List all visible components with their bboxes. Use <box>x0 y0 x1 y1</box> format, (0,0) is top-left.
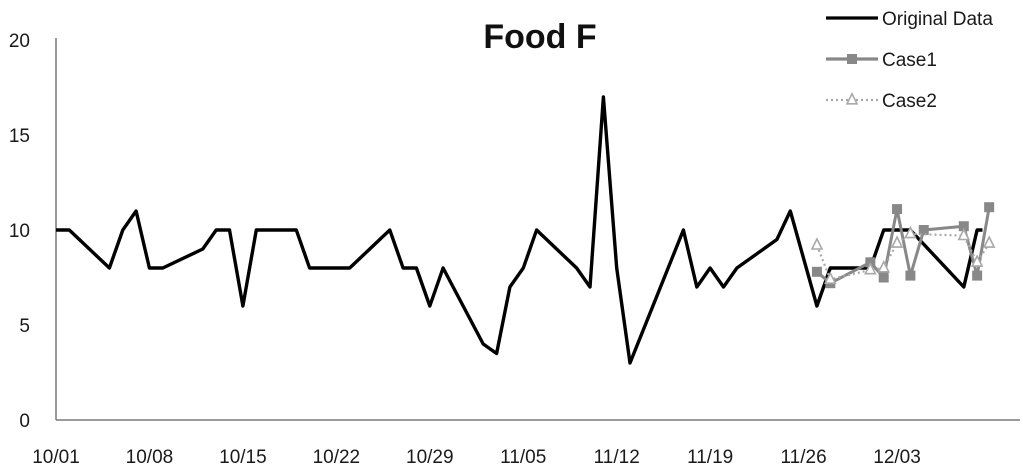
data-point <box>904 225 917 239</box>
x-tick-label: 10/29 <box>406 447 454 468</box>
data-point <box>970 254 984 267</box>
x-tick-labels: 10/01 10/08 10/15 10/22 10/29 11/05 11/12 11/19… <box>32 447 921 468</box>
data-point <box>864 261 877 275</box>
legend-marker <box>845 92 859 105</box>
legend-label: Original Data <box>882 9 993 30</box>
y-tick-label: 5 <box>19 316 30 337</box>
series-line <box>815 232 991 281</box>
legend-label: Case2 <box>882 91 937 112</box>
data-point <box>892 204 903 215</box>
series-line <box>56 95 983 365</box>
data-point <box>905 270 916 281</box>
x-tick-label: 11/26 <box>781 447 827 468</box>
legend-item: Case2 <box>826 91 937 112</box>
data-point <box>890 235 904 248</box>
data-point <box>958 221 969 232</box>
series-original-data <box>56 95 983 365</box>
data-point <box>878 272 889 283</box>
x-tick-label: 12/03 <box>873 447 921 468</box>
data-point <box>811 266 822 277</box>
y-tick-label: 20 <box>9 31 30 52</box>
legend-item: Original Data <box>826 9 993 30</box>
legend-label: Case1 <box>882 50 937 71</box>
data-point <box>957 227 971 241</box>
x-tick-label: 11/19 <box>687 447 733 468</box>
chart-legend: Original Data Case1 Case2 <box>826 9 993 112</box>
x-tick-label: 10/08 <box>126 447 174 468</box>
data-point <box>810 237 824 250</box>
y-tick-labels: 0 5 10 15 20 <box>9 31 30 432</box>
chart-title: Food F <box>483 18 596 56</box>
data-point <box>972 270 983 281</box>
series-layer <box>56 95 996 365</box>
y-tick-label: 15 <box>9 126 30 147</box>
series-case2 <box>810 225 996 285</box>
data-point <box>877 260 890 273</box>
series-line <box>815 206 991 285</box>
data-point <box>984 202 995 213</box>
y-tick-label: 10 <box>9 221 30 242</box>
y-tick-label: 0 <box>19 411 30 432</box>
x-tick-label: 10/15 <box>219 447 267 468</box>
data-point <box>918 225 929 235</box>
x-tick-label: 10/22 <box>313 447 361 468</box>
x-tick-label: 10/01 <box>32 447 80 468</box>
legend-item: Case1 <box>826 50 937 71</box>
data-point <box>824 271 837 285</box>
data-point <box>982 235 996 248</box>
legend-marker <box>847 54 857 64</box>
x-tick-label: 11/05 <box>500 447 546 468</box>
x-tick-label: 11/12 <box>594 447 640 468</box>
